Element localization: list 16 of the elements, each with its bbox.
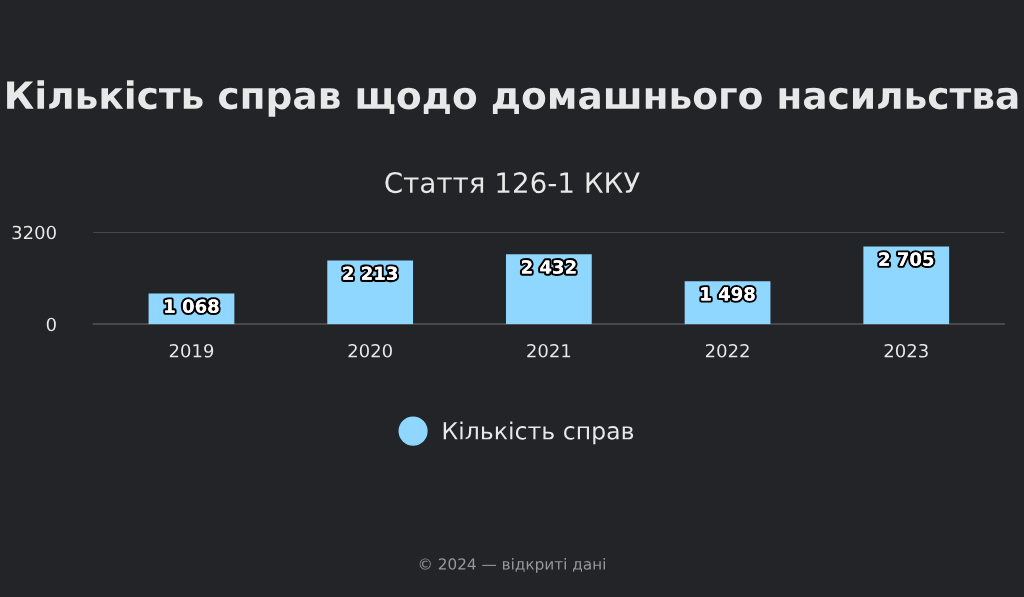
chart-subtitle: Стаття 126-1 ККУ <box>385 172 640 194</box>
chart-title: Кількість справ щодо домашнього насильства <box>7 80 1018 117</box>
text: © 2024 — відкриті дані <box>419 557 605 573</box>
data-label: 2 705 <box>879 252 934 266</box>
data-label: 1 068 <box>165 299 219 314</box>
data-label: 1 498 <box>701 287 755 301</box>
x-tick-label: 2022 <box>705 343 749 358</box>
data-label: 2 213 <box>343 266 397 281</box>
x-tick-label: 2019 <box>169 343 214 358</box>
legend-label: Кількість справ <box>443 421 634 445</box>
y-tick-label: 0 <box>46 317 56 332</box>
y-tick-label: 3200 <box>12 225 56 240</box>
x-tick-label: 2023 <box>884 343 928 358</box>
x-tick-label: 2021 <box>527 343 571 358</box>
data-label: 2 432 <box>522 260 576 274</box>
x-tick-label: 2020 <box>348 343 392 358</box>
